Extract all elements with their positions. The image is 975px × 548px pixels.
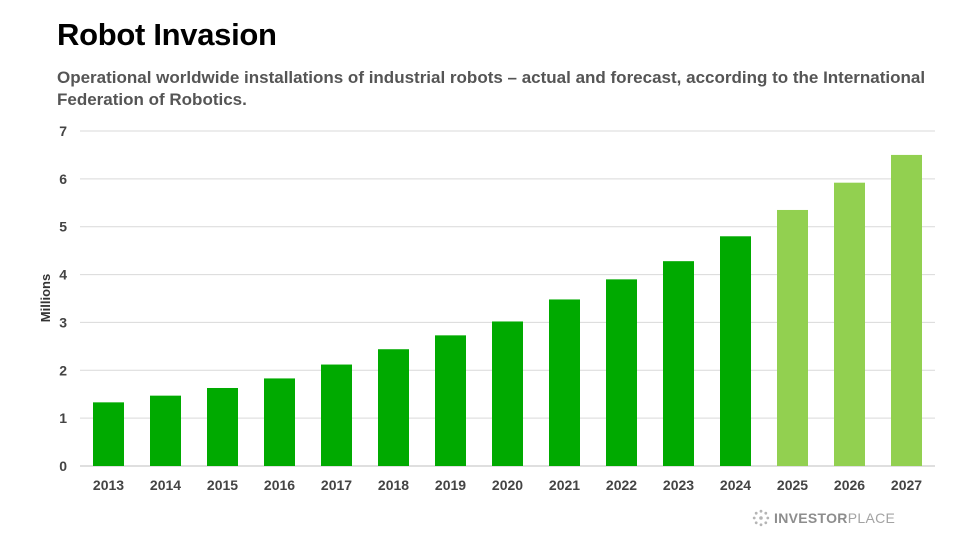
x-tick-label: 2023 (663, 477, 694, 493)
chart-subtitle: Operational worldwide installations of i… (57, 68, 926, 109)
x-tick-label: 2015 (207, 477, 238, 493)
y-axis-ticks: 0 1 2 3 4 5 6 7 (59, 123, 67, 474)
x-tick-label: 2016 (264, 477, 295, 493)
x-tick-label: 2020 (492, 477, 523, 493)
x-axis-ticks: 2013 2014 2015 2016 2017 2018 2019 2020 2021 2022… (93, 477, 922, 493)
y-tick-label: 3 (59, 314, 67, 330)
bar-2016 (264, 378, 295, 466)
chart-title: Robot Invasion (57, 17, 277, 52)
y-tick-label: 4 (59, 267, 67, 283)
x-tick-label: 2014 (150, 477, 181, 493)
bar-2015 (207, 387, 238, 466)
x-tick-label: 2027 (891, 477, 922, 493)
bar-2027 (891, 154, 922, 466)
bar-2022 (606, 279, 637, 466)
bar-2024 (720, 236, 751, 466)
x-tick-label: 2025 (777, 477, 808, 493)
y-tick-label: 6 (59, 171, 67, 187)
x-tick-label: 2022 (606, 477, 637, 493)
bar-2021 (549, 299, 580, 466)
x-tick-label: 2024 (720, 477, 751, 493)
bar-2014 (150, 395, 181, 466)
bar-2013 (93, 402, 124, 466)
y-tick-label: 1 (59, 410, 67, 426)
bar-2025 (777, 209, 808, 466)
x-tick-label: 2021 (549, 477, 580, 493)
bar-2026 (834, 182, 865, 466)
x-tick-label: 2026 (834, 477, 865, 493)
brand-word-investor: INVESTOR (774, 510, 848, 526)
x-tick-label: 2018 (378, 477, 409, 493)
investorplace-logo-icon (752, 509, 770, 527)
bar-2017 (321, 364, 352, 466)
y-axis-label: Millions (38, 274, 53, 322)
y-tick-label: 0 (59, 458, 67, 474)
investorplace-logo: INVESTOR PLACE (752, 509, 895, 527)
x-tick-label: 2017 (321, 477, 352, 493)
brand-word-place: PLACE (847, 510, 896, 526)
y-tick-label: 2 (59, 362, 67, 378)
x-tick-label: 2013 (93, 477, 124, 493)
bar-2020 (492, 321, 523, 466)
y-tick-label: 7 (59, 123, 67, 139)
bar-2019 (435, 335, 466, 466)
bar-2018 (378, 349, 409, 466)
bars (93, 154, 922, 466)
x-tick-label: 2019 (435, 477, 466, 493)
y-tick-label: 5 (59, 219, 67, 235)
bar-2023 (663, 261, 694, 466)
